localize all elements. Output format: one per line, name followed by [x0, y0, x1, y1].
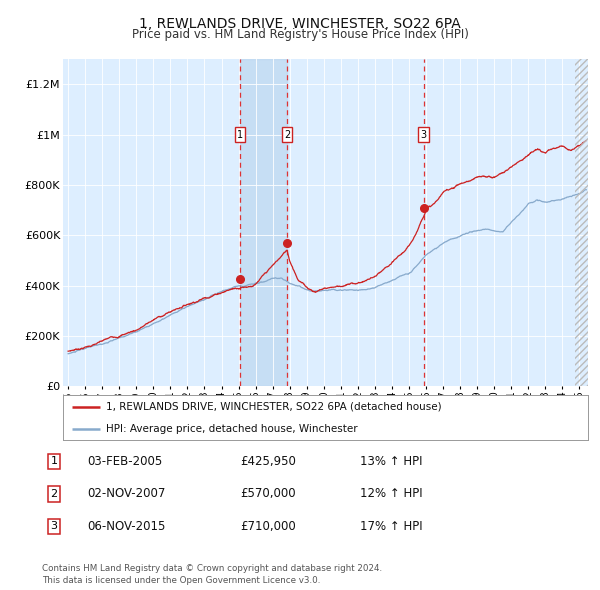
- Text: 2: 2: [50, 489, 58, 499]
- Text: 3: 3: [421, 130, 427, 140]
- Text: 1: 1: [237, 130, 243, 140]
- Text: 1, REWLANDS DRIVE, WINCHESTER, SO22 6PA (detached house): 1, REWLANDS DRIVE, WINCHESTER, SO22 6PA …: [106, 402, 442, 412]
- Text: £710,000: £710,000: [240, 520, 296, 533]
- Text: 17% ↑ HPI: 17% ↑ HPI: [360, 520, 422, 533]
- Text: 2: 2: [284, 130, 290, 140]
- Text: 02-NOV-2007: 02-NOV-2007: [87, 487, 166, 500]
- Text: 13% ↑ HPI: 13% ↑ HPI: [360, 455, 422, 468]
- Text: 03-FEB-2005: 03-FEB-2005: [87, 455, 162, 468]
- Text: Contains HM Land Registry data © Crown copyright and database right 2024.
This d: Contains HM Land Registry data © Crown c…: [42, 565, 382, 585]
- Text: 06-NOV-2015: 06-NOV-2015: [87, 520, 166, 533]
- Text: 12% ↑ HPI: 12% ↑ HPI: [360, 487, 422, 500]
- Bar: [240, 59, 287, 386]
- Text: £570,000: £570,000: [240, 487, 296, 500]
- Text: 3: 3: [50, 522, 58, 531]
- Text: Price paid vs. HM Land Registry's House Price Index (HPI): Price paid vs. HM Land Registry's House …: [131, 28, 469, 41]
- Text: £425,950: £425,950: [240, 455, 296, 468]
- Text: 1: 1: [50, 457, 58, 466]
- Text: 1, REWLANDS DRIVE, WINCHESTER, SO22 6PA: 1, REWLANDS DRIVE, WINCHESTER, SO22 6PA: [139, 17, 461, 31]
- Text: HPI: Average price, detached house, Winchester: HPI: Average price, detached house, Winc…: [106, 424, 358, 434]
